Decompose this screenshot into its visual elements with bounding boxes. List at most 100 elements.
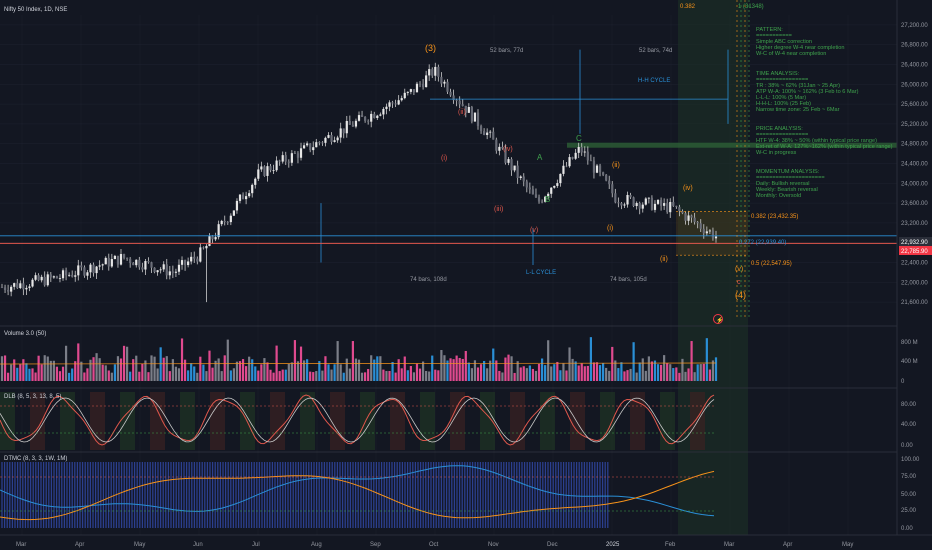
candle-body	[641, 204, 644, 209]
volume-bar	[180, 338, 184, 381]
volume-bar	[77, 343, 80, 381]
candle-body	[559, 173, 562, 184]
wave-label-v-2: (v)	[735, 266, 743, 273]
volume-bar	[357, 359, 361, 381]
volume-bar	[556, 361, 559, 381]
volume-bar	[354, 358, 358, 381]
volume-bar	[458, 357, 461, 381]
candle-body	[3, 287, 7, 291]
volume-bar	[43, 355, 46, 381]
volume-bar	[684, 371, 687, 381]
volume-bar	[443, 355, 446, 381]
dlb-band	[60, 392, 75, 450]
candle-body	[296, 153, 300, 158]
price-tick-label: 25,600.00	[901, 102, 928, 108]
volume-bar	[159, 347, 162, 381]
volume-bar	[333, 364, 336, 381]
dtmc-pane	[0, 451, 897, 528]
volume-bar	[309, 371, 312, 381]
candle-body	[290, 153, 293, 163]
volume-bar	[199, 356, 202, 381]
candle-body	[126, 257, 129, 259]
time-tick-label: Aug	[311, 542, 322, 548]
candle-body	[64, 270, 68, 276]
volume-bar	[629, 368, 632, 381]
volume-bar	[507, 354, 510, 381]
volume-bar	[272, 372, 275, 381]
pattern-line-2: Higher degree W-4 near completion	[756, 45, 845, 51]
volume-bar	[58, 371, 62, 381]
last-price-tag[interactable]	[899, 237, 932, 246]
symbol-title: Nifty 50 Index, 1D, NSE	[4, 7, 67, 13]
candle-body	[473, 112, 477, 122]
price-axis[interactable]: 27,200.00 26,800.00 26,400.00 26,000.00 25,6…	[901, 23, 928, 306]
volume-bar	[174, 366, 178, 381]
volume-bar	[595, 362, 599, 381]
time-axis[interactable]: Mar Apr May Jun Jul Aug Sep Oct Nov Dec 2025 Feb Mar…	[16, 542, 853, 548]
dlb-band	[600, 392, 615, 450]
volume-bar	[534, 370, 538, 381]
volume-bar	[238, 361, 242, 381]
volume-bar	[68, 372, 71, 381]
candle-body	[122, 254, 126, 258]
candle-body	[235, 200, 239, 211]
price-line-3: W-C in progress	[756, 150, 797, 156]
volume-bar	[553, 364, 556, 381]
volume-bar	[321, 370, 324, 381]
candle-body	[391, 102, 394, 104]
lightning-alert-icon[interactable]	[713, 314, 723, 324]
volume-bar	[135, 355, 138, 381]
time-sep: ================	[756, 77, 808, 83]
volume-bar	[312, 372, 315, 381]
wave-label-3: (3)	[425, 43, 436, 53]
candle-body	[312, 147, 315, 151]
candle-body	[83, 267, 86, 276]
pattern-line-1: Simple ABC correction	[756, 39, 812, 45]
volume-bar	[46, 356, 49, 381]
candle-body	[653, 203, 657, 210]
candle-body	[385, 106, 388, 109]
volume-bar	[257, 370, 260, 381]
candle-body	[702, 228, 705, 234]
volume-bar	[467, 362, 470, 381]
candle-body	[370, 113, 373, 122]
volume-bar	[183, 359, 187, 381]
volume-bar	[589, 337, 592, 381]
momentum-line-3: Monthly: Oversold	[756, 193, 801, 199]
volume-bar	[403, 356, 406, 381]
second-price-tag[interactable]	[899, 246, 932, 255]
candle-body	[98, 265, 101, 267]
candle-body	[284, 155, 287, 162]
candle-body	[22, 283, 25, 290]
volume-bar	[592, 362, 596, 381]
volume-bar	[86, 368, 89, 381]
candle-body	[275, 160, 278, 171]
candle-body	[116, 255, 120, 265]
volume-bar	[382, 369, 385, 381]
candle-body	[376, 115, 379, 119]
candle-body	[617, 202, 620, 204]
price-sep: ================	[756, 132, 808, 138]
volume-bar	[141, 363, 144, 381]
volume-bar	[116, 356, 120, 381]
candle-body	[425, 75, 428, 88]
pane-tick-label: 40.00	[901, 422, 917, 428]
wave-label-iv: (iv)	[503, 146, 513, 153]
volume-bar	[83, 372, 86, 381]
volume-bar	[650, 361, 654, 381]
volume-ma-line	[0, 362, 717, 365]
wave-label-A: A	[537, 153, 543, 162]
time-tick-label: Nov	[488, 542, 499, 548]
volume-bar	[620, 362, 623, 381]
candle-body	[354, 120, 358, 127]
pane-tick-label: 0.00	[901, 526, 913, 532]
volume-bar	[522, 366, 525, 381]
candle-body	[583, 151, 586, 153]
bars-count-top-right: 52 bars, 74d	[639, 48, 672, 54]
candle-body	[16, 283, 19, 289]
volume-bar	[34, 372, 37, 381]
bars-count-bottom-left: 74 bars, 108d	[410, 277, 447, 283]
volume-bar	[287, 363, 290, 381]
candle-body	[162, 264, 165, 270]
